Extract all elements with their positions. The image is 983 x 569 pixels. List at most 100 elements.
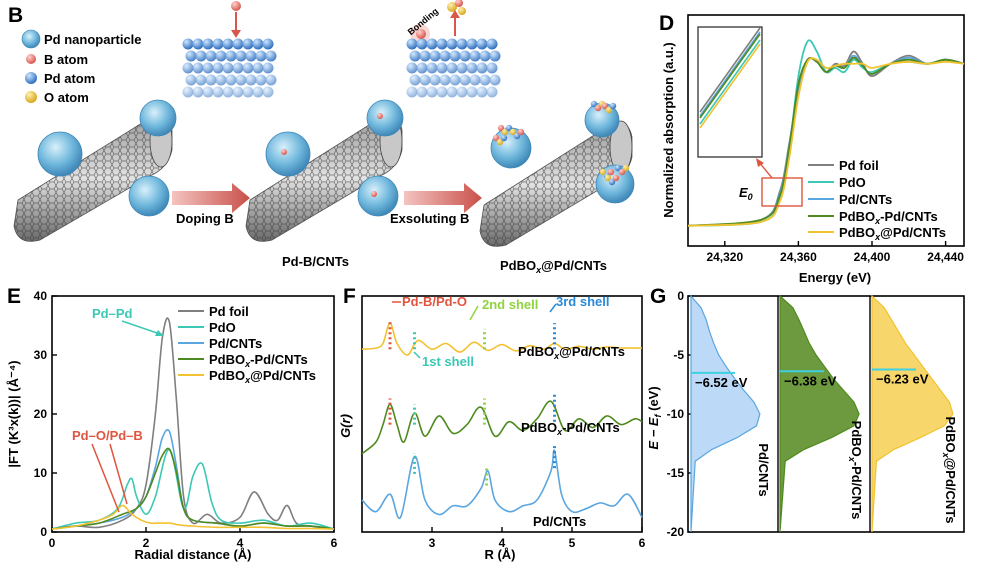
tick-label-d: 24,360 xyxy=(780,250,817,264)
ylabel-g: E − Ef (eV) xyxy=(646,386,663,449)
pd-atom xyxy=(212,86,224,98)
pd-atom xyxy=(202,86,214,98)
g-label-pd-cnts: Pd/CNTs xyxy=(756,443,771,496)
tick-label-e-y: 30 xyxy=(34,348,48,362)
ylabel-f: G(r) xyxy=(338,414,353,438)
legend-b-b-atom: B atom xyxy=(44,52,88,67)
d-band-center-label: −6.38 eV xyxy=(784,373,837,388)
pd-atom xyxy=(459,74,471,86)
pd-atom xyxy=(436,38,448,50)
ylabel-e: |FT (K³x(k))| (Å⁻⁴) xyxy=(6,360,21,467)
pd-atom xyxy=(416,62,428,74)
pd-atom xyxy=(409,50,421,62)
panel-g: G E − Ef (eV) 0 -5 -10 -15 -20 −6.52 eV −6.38… xyxy=(646,285,965,539)
annotation-2nd-shell: 2nd shell xyxy=(482,297,538,312)
pdbox-cluster-atom xyxy=(618,168,626,176)
pd-atom xyxy=(195,50,207,62)
tick-label-d: 24,440 xyxy=(927,250,964,264)
tick-label-e-y: 20 xyxy=(34,407,48,421)
pd-atom xyxy=(476,62,488,74)
pd-atom xyxy=(489,74,501,86)
plot-frame-e xyxy=(51,295,335,533)
step-doping-b: Doping B xyxy=(176,211,234,226)
cnt-pd xyxy=(13,99,177,242)
pd-atom xyxy=(195,74,207,86)
pdbox-cluster-atom xyxy=(609,102,617,110)
edge-highlight-box xyxy=(761,177,803,207)
pd-atom xyxy=(449,74,461,86)
pd-atom xyxy=(439,50,451,62)
doping-b-step: Doping B xyxy=(172,183,250,226)
pd-atom xyxy=(262,38,274,50)
pd-atom xyxy=(416,86,428,98)
tick-label-f: 5 xyxy=(569,536,576,550)
pd-atom xyxy=(446,62,458,74)
tick-label-e-y: 0 xyxy=(40,525,47,539)
pd-atom xyxy=(232,62,244,74)
pdbox-cluster-atom xyxy=(607,168,615,176)
tick-label-f: 4 xyxy=(499,536,506,550)
svg-text:Pd/CNTs: Pd/CNTs xyxy=(209,336,262,351)
pdbox-cluster-atom xyxy=(505,124,513,132)
series-pdbox-pd-cnts xyxy=(361,322,643,356)
pd-atom xyxy=(192,86,204,98)
tick-label-e-x: 4 xyxy=(237,536,244,550)
pd-atom xyxy=(232,38,244,50)
pd-atom xyxy=(459,50,471,62)
pd-atom xyxy=(255,50,267,62)
pd-atom xyxy=(426,38,438,50)
series-pdbox-pd-cnts xyxy=(51,447,335,530)
f-label-pd-cnts: Pd/CNTs xyxy=(533,514,586,529)
pd-atom xyxy=(252,62,264,74)
pdbox-cluster-atom xyxy=(604,174,612,182)
legend-b-pd-atom: Pd atom xyxy=(44,71,95,86)
caption-pdbox-pd-cnts: PdBOx@Pd/CNTs xyxy=(500,258,607,275)
svg-text:PdBOx-Pd/CNTs: PdBOx-Pd/CNTs xyxy=(209,352,308,369)
tick-label-e-x: 0 xyxy=(49,536,56,550)
pd-atom xyxy=(466,86,478,98)
pdbox-cluster-atom xyxy=(500,134,508,142)
annotation-3rd-shell: 3rd shell xyxy=(556,294,609,309)
pd-atom xyxy=(439,74,451,86)
pd-atom-icon xyxy=(25,72,37,84)
pd-atom xyxy=(225,50,237,62)
d-band-center-label: −6.52 eV xyxy=(695,375,748,390)
pd-atom xyxy=(409,74,421,86)
step-arrow-icon xyxy=(404,183,482,213)
cnt-pd-b: Pd-B/CNTs xyxy=(245,99,404,269)
annotation-pd-pd: Pd–Pd xyxy=(92,306,133,321)
pd-atom xyxy=(235,74,247,86)
svg-text:Pd foil: Pd foil xyxy=(209,304,249,319)
series-pdo xyxy=(51,448,335,530)
pdbox-cluster-atom xyxy=(622,164,630,172)
panel-e: E |FT (K³x(k))| (Å⁻⁴) Radial distance (Å… xyxy=(6,285,338,562)
pdbox-cluster-atom xyxy=(594,104,602,112)
pd-atom xyxy=(222,86,234,98)
e0-label: E0 xyxy=(739,185,753,202)
tick-label-g: -20 xyxy=(667,525,685,539)
pd-atom xyxy=(252,38,264,50)
series-pdbox-pd-cnts xyxy=(51,504,335,530)
pd-atom xyxy=(182,62,194,74)
pd-atom xyxy=(416,38,428,50)
pd-atom xyxy=(212,62,224,74)
pd-atom xyxy=(225,74,237,86)
tick-label-e-y: 10 xyxy=(34,466,48,480)
legend-b-o-atom: O atom xyxy=(44,90,89,105)
xlabel-e: Radial distance (Å) xyxy=(134,547,251,562)
panel-b-label: B xyxy=(8,4,23,27)
exsoluting-b-step: Exsoluting B xyxy=(390,183,482,226)
series-pdbox-pd-cnts xyxy=(687,57,965,227)
pd-atom xyxy=(419,50,431,62)
pd-atom xyxy=(245,74,257,86)
inset-d xyxy=(697,26,763,158)
pd-atom xyxy=(212,38,224,50)
annotation-pd-o-pd-b: Pd–O/Pd–B xyxy=(72,428,143,443)
svg-text:Pd/CNTs: Pd/CNTs xyxy=(839,192,892,207)
tick-label-g: 0 xyxy=(677,289,684,303)
pd-atom xyxy=(255,74,267,86)
step-exsoluting-b: Exsoluting B xyxy=(390,211,469,226)
pd-atom xyxy=(456,38,468,50)
tick-label-g: -5 xyxy=(673,348,684,362)
pd-slab-doping xyxy=(182,1,277,98)
